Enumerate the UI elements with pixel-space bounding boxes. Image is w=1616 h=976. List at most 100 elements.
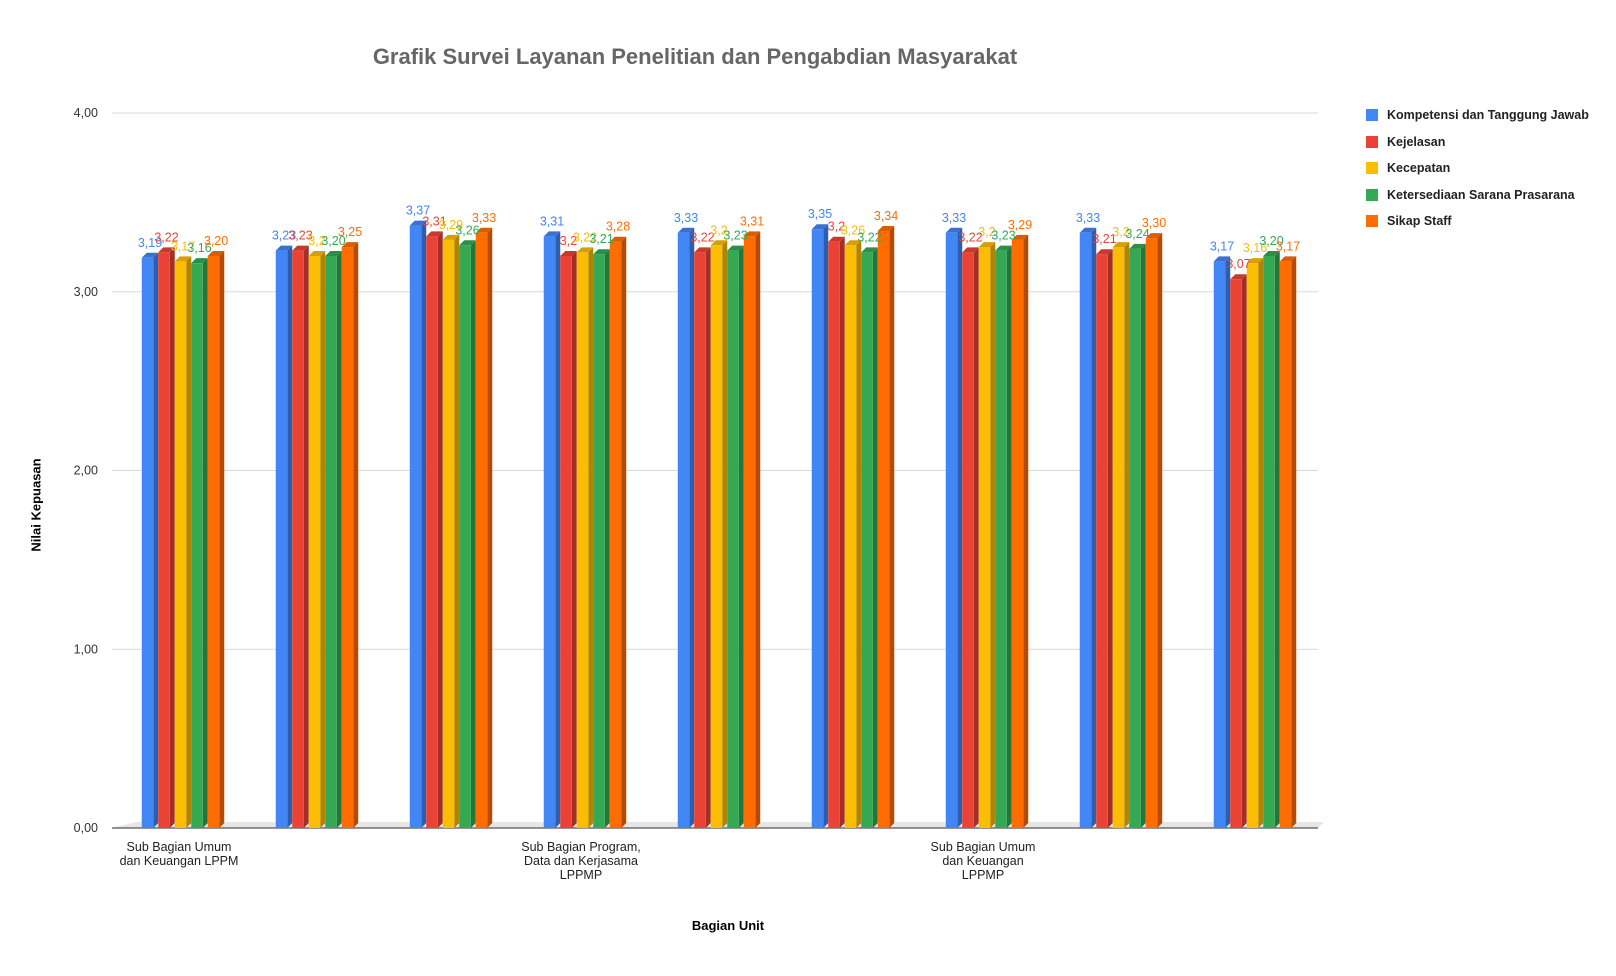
bar-top — [207, 251, 225, 256]
bar-side — [1006, 245, 1012, 828]
bar-side — [1023, 234, 1029, 829]
bar — [1096, 254, 1108, 828]
data-label: 3,20 — [204, 234, 228, 248]
y-tick-label: 0,00 — [74, 821, 98, 835]
bar — [1079, 232, 1092, 828]
bar-side — [1124, 242, 1130, 828]
bar-top — [677, 227, 695, 233]
bar-top — [593, 249, 610, 255]
data-label: 3,35 — [808, 207, 832, 221]
bar — [811, 229, 824, 828]
bar-top — [409, 220, 427, 226]
bar — [877, 230, 890, 829]
bar-top — [275, 245, 293, 251]
bar — [543, 236, 556, 828]
bar-side — [621, 236, 627, 828]
bar-side — [1157, 233, 1163, 828]
data-label: 3,31 — [422, 214, 446, 228]
bar-side — [353, 242, 359, 828]
data-label: 3,2 — [710, 223, 727, 237]
bar-top — [743, 231, 761, 237]
bar-top — [1129, 243, 1146, 249]
data-label: 3,2 — [978, 225, 995, 239]
x-axis-label: Bagian Unit — [691, 918, 765, 933]
data-label: 3,29 — [1008, 218, 1032, 232]
y-tick-label: 1,00 — [74, 642, 98, 656]
bar — [560, 256, 572, 828]
bar — [459, 245, 471, 828]
data-label: 3,16 — [187, 241, 211, 255]
legend-item: Kecepatan — [1366, 155, 1589, 182]
bar-side — [320, 251, 326, 828]
bar-top — [861, 247, 878, 253]
bar-top — [543, 231, 561, 237]
bar — [1213, 261, 1226, 828]
bar-top — [325, 251, 342, 256]
bar-top — [341, 242, 359, 248]
data-label: 3,31 — [540, 214, 564, 228]
data-label: 3,26 — [841, 223, 865, 237]
legend-swatch — [1366, 215, 1378, 228]
bar-top — [1145, 233, 1163, 239]
bar — [174, 261, 187, 828]
bar — [409, 225, 422, 829]
bar — [158, 252, 170, 829]
bar-top — [475, 227, 493, 233]
data-label: 3,23 — [272, 229, 296, 243]
data-label: 3,07 — [1226, 257, 1250, 271]
data-label: 3,22 — [857, 230, 881, 244]
bar — [677, 232, 690, 828]
bar — [442, 239, 455, 829]
bar — [576, 252, 589, 829]
y-tick-label: 2,00 — [74, 464, 98, 478]
data-label: 3,23 — [288, 229, 312, 243]
data-label: 3,21 — [1092, 232, 1116, 246]
data-label: 3,2 — [560, 234, 577, 248]
data-label: 3,29 — [439, 218, 463, 232]
bar — [275, 250, 288, 828]
legend-swatch — [1366, 188, 1378, 201]
data-label: 3,19 — [138, 236, 162, 250]
bar — [1279, 261, 1292, 828]
bar-top — [945, 227, 963, 233]
bar-side — [872, 247, 878, 829]
bar-side — [470, 240, 476, 828]
bar-top — [442, 234, 460, 240]
bar — [308, 256, 321, 828]
bar — [710, 245, 723, 828]
data-label: 3,37 — [406, 204, 430, 218]
data-label: 3,22 — [958, 230, 982, 244]
bar — [1230, 279, 1242, 828]
bar-top — [694, 247, 711, 253]
bar-side — [1291, 256, 1297, 828]
bar-side — [889, 225, 895, 829]
bar-side — [1225, 256, 1231, 828]
bar — [141, 257, 154, 829]
bar — [694, 252, 706, 829]
data-label: 3,22 — [573, 230, 597, 244]
bar-top — [811, 224, 829, 230]
bar-top — [174, 256, 192, 262]
bar — [341, 247, 354, 828]
data-label: 3,20 — [1259, 234, 1283, 248]
legend-swatch — [1366, 109, 1378, 122]
bar — [1011, 239, 1024, 829]
data-label: 3,2 — [1112, 225, 1129, 239]
bar-top — [1112, 242, 1130, 248]
data-label: 3,23 — [991, 229, 1015, 243]
data-label: 3,22 — [154, 230, 178, 244]
y-tick-labels: 0,00 1,00 2,00 3,00 4,00 — [74, 106, 98, 835]
data-label: 3,17 — [171, 239, 195, 253]
legend-label: Ketersediaan Sarana Prasarana — [1387, 187, 1575, 202]
data-label: 3,20 — [321, 234, 345, 248]
bar — [426, 236, 438, 828]
bar — [945, 232, 958, 828]
bar-side — [604, 249, 610, 828]
bar — [593, 254, 605, 828]
data-label: 3,33 — [1076, 211, 1100, 225]
bar-top — [308, 251, 326, 256]
bar-top — [1079, 227, 1097, 233]
bar-top — [609, 236, 627, 242]
bar — [191, 263, 203, 828]
bar-side — [555, 231, 561, 828]
